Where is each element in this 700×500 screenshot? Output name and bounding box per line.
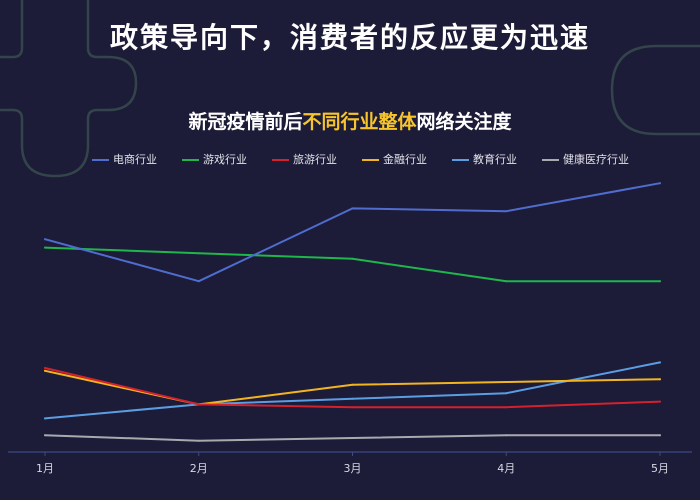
legend-label: 健康医疗行业 — [563, 153, 629, 166]
series-gaming — [44, 246, 661, 283]
data-point-education — [505, 392, 508, 395]
data-point-healthcare — [44, 434, 46, 437]
legend: 电商行业 游戏行业 旅游行业 金融行业 教育行业 健康医疗行业 — [92, 151, 629, 169]
data-point-ecommerce — [659, 182, 661, 185]
legend-item-healthcare: 健康医疗行业 — [542, 151, 629, 169]
data-point-gaming — [351, 257, 354, 260]
series-ecommerce — [44, 182, 661, 283]
x-tick-label: 4月 — [497, 462, 515, 475]
legend-swatch — [272, 159, 289, 161]
data-point-travel — [44, 367, 46, 369]
data-point-finance — [44, 369, 46, 372]
x-tick-label: 2月 — [190, 462, 208, 475]
main-title: 政策导向下，消费者的反应更为迅速 — [109, 21, 590, 54]
data-point-gaming — [659, 280, 661, 283]
chart-title: 新冠疫情前后不同行业整体网络关注度 — [0, 108, 700, 136]
legend-item-ecommerce: 电商行业 — [92, 151, 157, 169]
chart-title-segment: 新冠疫情前后 — [188, 111, 303, 133]
x-tick-label: 5月 — [651, 462, 669, 475]
series-line-travel — [44, 367, 661, 409]
data-point-gaming — [197, 252, 200, 255]
legend-item-finance: 金融行业 — [362, 151, 427, 169]
series-lines — [44, 182, 661, 442]
legend-label: 旅游行业 — [293, 153, 337, 166]
chart-title-segment: 网络关注度 — [416, 111, 512, 133]
data-point-travel — [505, 406, 508, 409]
series-healthcare — [44, 434, 661, 442]
x-tick-label: 3月 — [344, 462, 362, 475]
data-point-healthcare — [659, 434, 661, 437]
data-point-finance — [351, 383, 354, 386]
data-point-travel — [197, 403, 200, 406]
legend-item-education: 教育行业 — [452, 151, 517, 169]
legend-label: 游戏行业 — [203, 153, 247, 166]
legend-label: 教育行业 — [473, 153, 517, 166]
data-point-travel — [351, 406, 354, 409]
series-travel — [44, 367, 661, 409]
legend-item-gaming: 游戏行业 — [182, 151, 247, 169]
data-point-healthcare — [505, 434, 508, 437]
legend-swatch — [542, 159, 559, 161]
data-point-ecommerce — [44, 238, 46, 241]
rounded-outline-decoration — [610, 44, 700, 136]
series-line-ecommerce — [44, 182, 661, 283]
data-point-travel — [659, 400, 661, 403]
data-point-education — [44, 417, 46, 420]
data-point-finance — [659, 378, 661, 381]
legend-swatch — [452, 159, 469, 161]
data-point-ecommerce — [197, 280, 200, 283]
legend-item-travel: 旅游行业 — [272, 151, 337, 169]
data-point-gaming — [505, 280, 508, 283]
data-point-healthcare — [351, 437, 354, 439]
plus-outline-decoration — [0, 0, 138, 178]
data-point-gaming — [44, 246, 46, 249]
x-tick-label: 1月 — [36, 462, 54, 475]
data-point-education — [351, 397, 354, 400]
series-finance — [44, 369, 661, 406]
legend-label: 电商行业 — [113, 153, 157, 166]
legend-swatch — [362, 159, 379, 161]
legend-swatch — [182, 159, 199, 161]
data-point-ecommerce — [351, 207, 354, 210]
legend-label: 金融行业 — [383, 153, 427, 166]
data-point-education — [659, 361, 661, 364]
x-axis: 1月 2月 3月 4月 5月 — [8, 451, 692, 475]
data-point-healthcare — [197, 439, 200, 442]
chart-title-highlight: 不同行业整体 — [302, 111, 417, 133]
data-point-ecommerce — [505, 210, 508, 213]
legend-swatch — [92, 159, 109, 161]
data-point-finance — [505, 381, 508, 383]
